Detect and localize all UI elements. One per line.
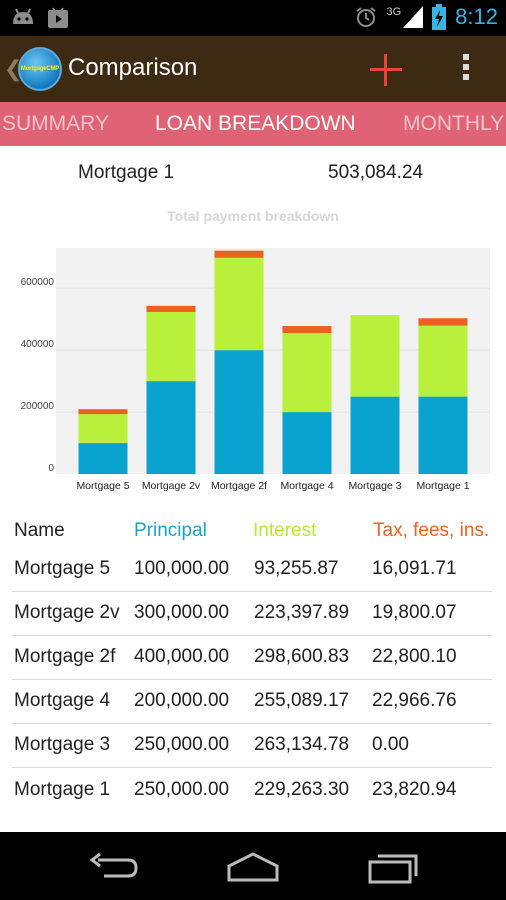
table-row[interactable]: Mortgage 4 200,000.00 255,089.17 22,966.… xyxy=(12,680,492,724)
table-row[interactable]: Mortgage 2f 400,000.00 298,600.83 22,800… xyxy=(12,636,492,680)
chart-plot-area xyxy=(56,248,490,474)
bar-segment xyxy=(78,443,128,474)
cell-tax-fees: 0.00 xyxy=(372,734,409,755)
cell-tax-fees: 22,966.76 xyxy=(372,690,457,711)
selected-mortgage-total: 503,084.24 xyxy=(328,162,424,183)
cell-principal: 250,000.00 xyxy=(134,779,230,800)
table-row[interactable]: Mortgage 5 100,000.00 93,255.87 16,091.7… xyxy=(12,548,492,592)
cell-principal: 200,000.00 xyxy=(134,690,230,711)
tab-monthly[interactable]: MONTHLY xyxy=(403,112,505,135)
x-tick-label: Mortgage 4 xyxy=(280,480,333,492)
x-tick-label: Mortgage 1 xyxy=(416,480,469,492)
bar-segment xyxy=(78,414,128,444)
tab-loan-breakdown[interactable]: LOAN BREAKDOWN xyxy=(155,112,356,135)
bar-segment xyxy=(146,311,196,382)
bar-segment xyxy=(350,396,400,474)
recent-apps-icon[interactable] xyxy=(366,850,422,884)
android-icon xyxy=(13,8,33,24)
bar-segment xyxy=(146,305,196,312)
bar-segment xyxy=(350,315,400,397)
cell-interest: 223,397.89 xyxy=(254,602,350,623)
payment-breakdown-chart: 0 200000 400000 600000 Mortgage 5 Mortgage 2v… xyxy=(21,248,490,492)
cell-principal: 250,000.00 xyxy=(134,734,230,755)
cell-name: Mortgage 2f xyxy=(14,646,116,667)
overflow-menu-icon[interactable] xyxy=(458,54,474,86)
cell-name: Mortgage 5 xyxy=(14,558,111,579)
bar-segment xyxy=(78,409,128,415)
signal-icon xyxy=(403,6,424,28)
bar-segment xyxy=(282,333,332,413)
cell-tax-fees: 22,800.10 xyxy=(372,646,457,667)
status-bar: 3G 8:12 xyxy=(0,0,506,36)
x-tick-label: Mortgage 3 xyxy=(348,480,401,492)
cell-interest: 298,600.83 xyxy=(254,646,350,667)
y-tick-label: 200000 xyxy=(21,401,55,412)
cell-name: Mortgage 3 xyxy=(14,734,111,755)
x-tick-label: Mortgage 2f xyxy=(211,480,267,492)
y-tick-label: 600000 xyxy=(21,277,55,288)
plus-icon[interactable] xyxy=(366,50,406,90)
table-row[interactable]: Mortgage 3 250,000.00 263,134.78 0.00 xyxy=(12,724,492,768)
cell-tax-fees: 23,820.94 xyxy=(372,779,457,800)
column-header-principal: Principal xyxy=(134,520,207,541)
battery-charging-icon xyxy=(432,4,447,30)
bar-segment xyxy=(418,325,468,397)
cell-tax-fees: 16,091.71 xyxy=(372,558,457,579)
alarm-icon xyxy=(356,7,377,27)
chart-title: Total payment breakdown xyxy=(167,208,339,224)
play-store-icon xyxy=(48,7,68,28)
cell-principal: 100,000.00 xyxy=(134,558,230,579)
navigation-bar xyxy=(0,832,506,900)
back-icon[interactable] xyxy=(84,850,140,884)
cell-interest: 263,134.78 xyxy=(254,734,350,755)
cell-interest: 229,263.30 xyxy=(254,779,350,800)
cell-interest: 93,255.87 xyxy=(254,558,339,579)
home-icon[interactable] xyxy=(225,850,281,884)
cell-tax-fees: 19,800.07 xyxy=(372,602,457,623)
tab-summary[interactable]: SUMMARY xyxy=(2,112,109,135)
y-tick-label: 400000 xyxy=(21,339,55,350)
bar-segment xyxy=(146,381,196,474)
app-logo[interactable]: MortgageCMP xyxy=(18,47,62,91)
bar-segment xyxy=(282,325,332,334)
y-tick-label: 0 xyxy=(48,463,54,474)
bar-segment xyxy=(418,318,468,326)
bar-segment xyxy=(214,250,264,258)
column-header-interest: Interest xyxy=(253,520,317,541)
selected-mortgage-name: Mortgage 1 xyxy=(78,162,175,183)
column-header-name: Name xyxy=(14,520,65,541)
cell-principal: 400,000.00 xyxy=(134,646,230,667)
column-header-tax-fees: Tax, fees, ins. xyxy=(373,520,490,541)
clock: 8:12 xyxy=(455,4,498,29)
x-tick-label: Mortgage 2v xyxy=(142,480,201,492)
bar-segment xyxy=(418,396,468,474)
x-tick-label: Mortgage 5 xyxy=(76,480,129,492)
cell-name: Mortgage 4 xyxy=(14,690,111,711)
cell-principal: 300,000.00 xyxy=(134,602,230,623)
table-row[interactable]: Mortgage 1 250,000.00 229,263.30 23,820.… xyxy=(12,769,492,813)
bar-segment xyxy=(214,257,264,351)
tab-strip: SUMMARY LOAN BREAKDOWN MONTHLY xyxy=(0,102,506,146)
bar-segment xyxy=(214,350,264,474)
cell-name: Mortgage 1 xyxy=(14,779,111,800)
up-chevron-icon[interactable]: ❮ xyxy=(4,56,23,81)
page-title: Comparison xyxy=(68,54,198,81)
table-row[interactable]: Mortgage 2v 300,000.00 223,397.89 19,800… xyxy=(12,592,492,636)
cell-name: Mortgage 2v xyxy=(14,602,120,623)
bar-segment xyxy=(282,412,332,474)
cell-interest: 255,089.17 xyxy=(254,690,350,711)
network-type: 3G xyxy=(386,6,402,18)
action-bar: ❮ MortgageCMP Comparison xyxy=(0,36,506,102)
app-logo-text: MortgageCMP xyxy=(20,66,60,72)
